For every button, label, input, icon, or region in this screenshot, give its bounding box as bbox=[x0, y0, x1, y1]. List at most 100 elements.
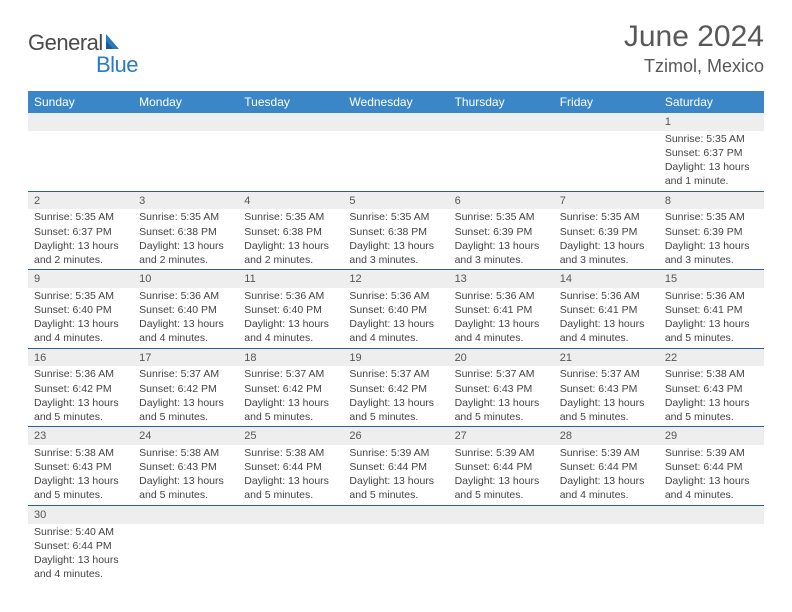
day-number: 17 bbox=[133, 349, 238, 367]
calendar-body: 1Sunrise: 5:35 AMSunset: 6:37 PMDaylight… bbox=[28, 113, 764, 583]
day-header: Tuesday bbox=[238, 91, 343, 113]
calendar-cell bbox=[28, 113, 133, 191]
day-body: Sunrise: 5:36 AMSunset: 6:40 PMDaylight:… bbox=[343, 288, 448, 348]
daylight-text: Daylight: 13 hours and 4 minutes. bbox=[455, 317, 548, 345]
sunset-text: Sunset: 6:40 PM bbox=[34, 303, 127, 317]
day-number: 26 bbox=[343, 427, 448, 445]
sunrise-text: Sunrise: 5:35 AM bbox=[665, 132, 758, 146]
sunrise-text: Sunrise: 5:35 AM bbox=[34, 210, 127, 224]
calendar-row: 9Sunrise: 5:35 AMSunset: 6:40 PMDaylight… bbox=[28, 270, 764, 349]
day-number: 15 bbox=[659, 270, 764, 288]
day-number bbox=[343, 113, 448, 131]
sunset-text: Sunset: 6:42 PM bbox=[139, 382, 232, 396]
calendar-cell: 3Sunrise: 5:35 AMSunset: 6:38 PMDaylight… bbox=[133, 191, 238, 270]
daylight-text: Daylight: 13 hours and 5 minutes. bbox=[455, 396, 548, 424]
day-body: Sunrise: 5:37 AMSunset: 6:42 PMDaylight:… bbox=[343, 366, 448, 426]
day-number: 14 bbox=[554, 270, 659, 288]
day-number bbox=[133, 506, 238, 524]
daylight-text: Daylight: 13 hours and 5 minutes. bbox=[244, 396, 337, 424]
sunrise-text: Sunrise: 5:39 AM bbox=[665, 446, 758, 460]
sunset-text: Sunset: 6:43 PM bbox=[665, 382, 758, 396]
day-header: Friday bbox=[554, 91, 659, 113]
calendar-cell: 16Sunrise: 5:36 AMSunset: 6:42 PMDayligh… bbox=[28, 348, 133, 427]
calendar-cell bbox=[343, 113, 448, 191]
sunrise-text: Sunrise: 5:38 AM bbox=[665, 367, 758, 381]
sunrise-text: Sunrise: 5:38 AM bbox=[34, 446, 127, 460]
calendar-cell: 26Sunrise: 5:39 AMSunset: 6:44 PMDayligh… bbox=[343, 427, 448, 506]
calendar-cell: 15Sunrise: 5:36 AMSunset: 6:41 PMDayligh… bbox=[659, 270, 764, 349]
day-body: Sunrise: 5:35 AMSunset: 6:38 PMDaylight:… bbox=[343, 209, 448, 269]
day-body: Sunrise: 5:39 AMSunset: 6:44 PMDaylight:… bbox=[659, 445, 764, 505]
day-number bbox=[238, 506, 343, 524]
day-body: Sunrise: 5:37 AMSunset: 6:42 PMDaylight:… bbox=[238, 366, 343, 426]
sunset-text: Sunset: 6:44 PM bbox=[560, 460, 653, 474]
daylight-text: Daylight: 13 hours and 2 minutes. bbox=[34, 239, 127, 267]
sunset-text: Sunset: 6:44 PM bbox=[665, 460, 758, 474]
calendar-cell bbox=[449, 505, 554, 583]
calendar-cell: 5Sunrise: 5:35 AMSunset: 6:38 PMDaylight… bbox=[343, 191, 448, 270]
sunrise-text: Sunrise: 5:37 AM bbox=[139, 367, 232, 381]
day-number bbox=[554, 506, 659, 524]
calendar-cell: 19Sunrise: 5:37 AMSunset: 6:42 PMDayligh… bbox=[343, 348, 448, 427]
day-number bbox=[554, 113, 659, 131]
daylight-text: Daylight: 13 hours and 4 minutes. bbox=[560, 474, 653, 502]
calendar-cell: 2Sunrise: 5:35 AMSunset: 6:37 PMDaylight… bbox=[28, 191, 133, 270]
sunset-text: Sunset: 6:43 PM bbox=[139, 460, 232, 474]
sunrise-text: Sunrise: 5:35 AM bbox=[244, 210, 337, 224]
sunset-text: Sunset: 6:43 PM bbox=[455, 382, 548, 396]
sunrise-text: Sunrise: 5:39 AM bbox=[349, 446, 442, 460]
day-body: Sunrise: 5:36 AMSunset: 6:40 PMDaylight:… bbox=[133, 288, 238, 348]
sunrise-text: Sunrise: 5:39 AM bbox=[560, 446, 653, 460]
sunrise-text: Sunrise: 5:37 AM bbox=[349, 367, 442, 381]
sunrise-text: Sunrise: 5:37 AM bbox=[244, 367, 337, 381]
day-body: Sunrise: 5:35 AMSunset: 6:40 PMDaylight:… bbox=[28, 288, 133, 348]
day-number: 10 bbox=[133, 270, 238, 288]
day-header: Thursday bbox=[449, 91, 554, 113]
calendar-cell: 23Sunrise: 5:38 AMSunset: 6:43 PMDayligh… bbox=[28, 427, 133, 506]
day-body: Sunrise: 5:37 AMSunset: 6:43 PMDaylight:… bbox=[554, 366, 659, 426]
daylight-text: Daylight: 13 hours and 4 minutes. bbox=[560, 317, 653, 345]
sunrise-text: Sunrise: 5:36 AM bbox=[455, 289, 548, 303]
day-number: 9 bbox=[28, 270, 133, 288]
daylight-text: Daylight: 13 hours and 2 minutes. bbox=[244, 239, 337, 267]
day-number bbox=[28, 113, 133, 131]
daylight-text: Daylight: 13 hours and 1 minute. bbox=[665, 160, 758, 188]
day-body: Sunrise: 5:35 AMSunset: 6:39 PMDaylight:… bbox=[449, 209, 554, 269]
calendar-cell: 22Sunrise: 5:38 AMSunset: 6:43 PMDayligh… bbox=[659, 348, 764, 427]
logo-blue-text-wrap: Blue bbox=[28, 52, 138, 78]
day-number: 1 bbox=[659, 113, 764, 131]
daylight-text: Daylight: 13 hours and 4 minutes. bbox=[665, 474, 758, 502]
daylight-text: Daylight: 13 hours and 5 minutes. bbox=[139, 396, 232, 424]
calendar-cell bbox=[343, 505, 448, 583]
day-body: Sunrise: 5:35 AMSunset: 6:39 PMDaylight:… bbox=[554, 209, 659, 269]
sunrise-text: Sunrise: 5:35 AM bbox=[349, 210, 442, 224]
calendar-cell: 30Sunrise: 5:40 AMSunset: 6:44 PMDayligh… bbox=[28, 505, 133, 583]
calendar-cell: 6Sunrise: 5:35 AMSunset: 6:39 PMDaylight… bbox=[449, 191, 554, 270]
daylight-text: Daylight: 13 hours and 3 minutes. bbox=[665, 239, 758, 267]
calendar-cell: 14Sunrise: 5:36 AMSunset: 6:41 PMDayligh… bbox=[554, 270, 659, 349]
sunset-text: Sunset: 6:38 PM bbox=[349, 225, 442, 239]
calendar-cell: 25Sunrise: 5:38 AMSunset: 6:44 PMDayligh… bbox=[238, 427, 343, 506]
calendar-cell: 18Sunrise: 5:37 AMSunset: 6:42 PMDayligh… bbox=[238, 348, 343, 427]
day-number: 8 bbox=[659, 192, 764, 210]
calendar-cell: 17Sunrise: 5:37 AMSunset: 6:42 PMDayligh… bbox=[133, 348, 238, 427]
day-number: 20 bbox=[449, 349, 554, 367]
sunset-text: Sunset: 6:44 PM bbox=[244, 460, 337, 474]
day-number: 19 bbox=[343, 349, 448, 367]
calendar-cell: 13Sunrise: 5:36 AMSunset: 6:41 PMDayligh… bbox=[449, 270, 554, 349]
sunset-text: Sunset: 6:39 PM bbox=[455, 225, 548, 239]
daylight-text: Daylight: 13 hours and 5 minutes. bbox=[244, 474, 337, 502]
sunrise-text: Sunrise: 5:36 AM bbox=[349, 289, 442, 303]
day-number: 4 bbox=[238, 192, 343, 210]
day-body: Sunrise: 5:37 AMSunset: 6:43 PMDaylight:… bbox=[449, 366, 554, 426]
calendar-cell bbox=[133, 505, 238, 583]
day-body: Sunrise: 5:36 AMSunset: 6:41 PMDaylight:… bbox=[659, 288, 764, 348]
sunrise-text: Sunrise: 5:36 AM bbox=[665, 289, 758, 303]
day-number: 29 bbox=[659, 427, 764, 445]
day-body: Sunrise: 5:38 AMSunset: 6:44 PMDaylight:… bbox=[238, 445, 343, 505]
day-body: Sunrise: 5:37 AMSunset: 6:42 PMDaylight:… bbox=[133, 366, 238, 426]
daylight-text: Daylight: 13 hours and 4 minutes. bbox=[139, 317, 232, 345]
day-number bbox=[659, 506, 764, 524]
sunrise-text: Sunrise: 5:36 AM bbox=[560, 289, 653, 303]
sunrise-text: Sunrise: 5:37 AM bbox=[455, 367, 548, 381]
